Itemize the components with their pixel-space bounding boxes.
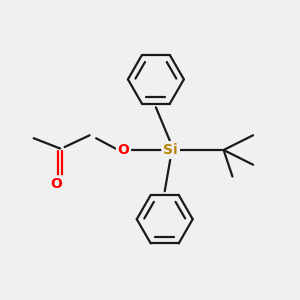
Text: Si: Si [163, 143, 178, 157]
Text: O: O [50, 177, 62, 191]
Text: O: O [118, 143, 129, 157]
